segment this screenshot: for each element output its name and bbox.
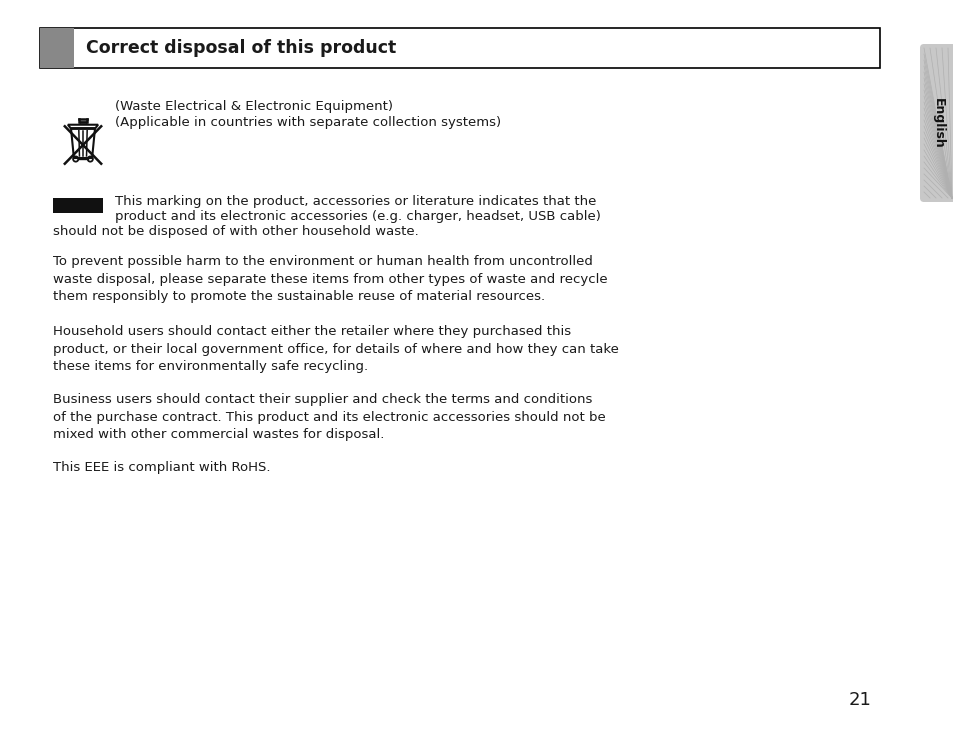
Text: Household users should contact either the retailer where they purchased this
pro: Household users should contact either th… [53,325,618,373]
Bar [40,28,879,68]
Text: This marking on the product, accessories or literature indicates that the: This marking on the product, accessories… [115,195,596,208]
Text: This EEE is compliant with RoHS.: This EEE is compliant with RoHS. [53,461,271,474]
Text: English: English [930,98,943,148]
Text: Business users should contact their supplier and check the terms and conditions
: Business users should contact their supp… [53,393,605,441]
Text: (Applicable in countries with separate collection systems): (Applicable in countries with separate c… [115,116,500,129]
Text: To prevent possible harm to the environment or human health from uncontrolled
wa: To prevent possible harm to the environm… [53,255,607,303]
Text: Correct disposal of this product: Correct disposal of this product [86,39,395,57]
Text: (Waste Electrical & Electronic Equipment): (Waste Electrical & Electronic Equipment… [115,100,393,113]
Text: should not be disposed of with other household waste.: should not be disposed of with other hou… [53,225,418,238]
Text: product and its electronic accessories (e.g. charger, headset, USB cable): product and its electronic accessories (… [115,210,600,223]
Bar [53,198,103,213]
Text: 21: 21 [847,691,870,709]
FancyBboxPatch shape [919,44,953,202]
Bar [40,28,74,68]
